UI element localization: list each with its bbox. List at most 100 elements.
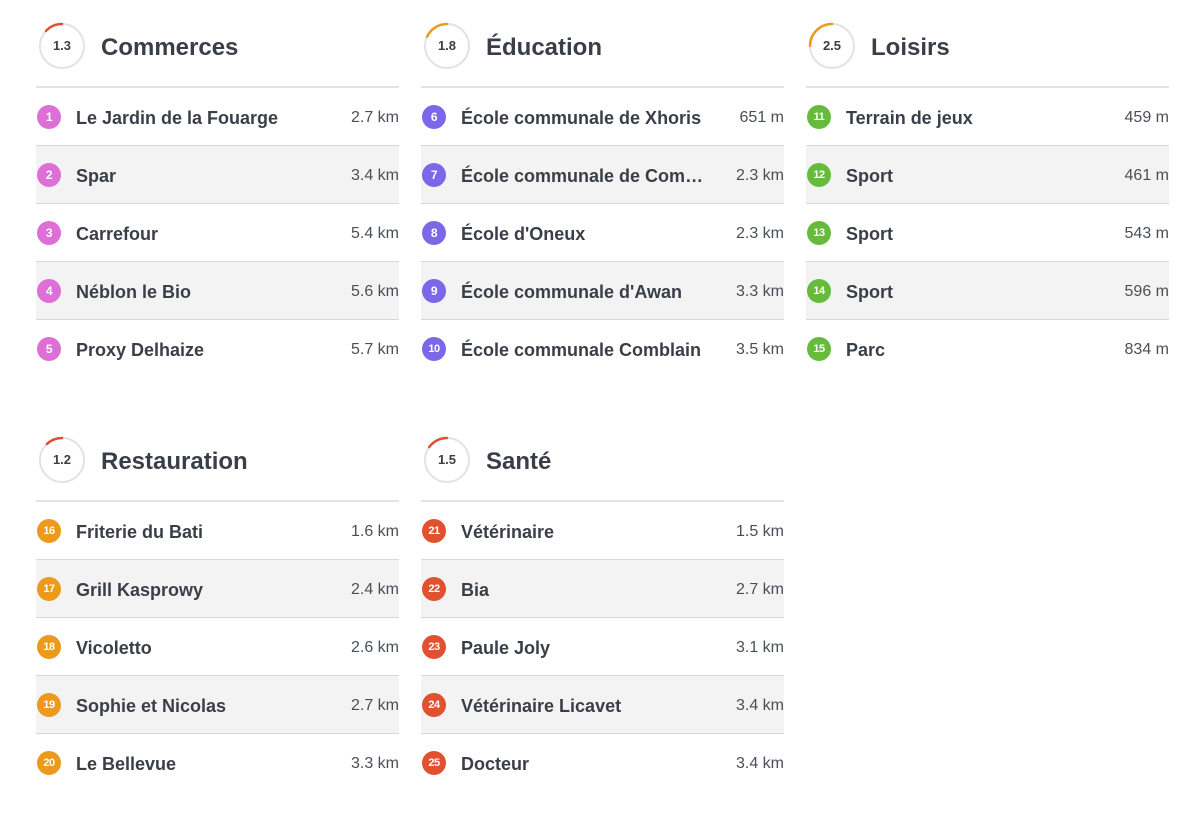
list-item[interactable]: 11 Terrain de jeux 459 m [806, 88, 1169, 146]
place-name: Vétérinaire Licavet [461, 696, 622, 716]
number-badge: 16 [37, 519, 61, 543]
list-item[interactable]: 15 Parc 834 m [806, 320, 1169, 378]
number-badge: 11 [807, 105, 831, 129]
number-badge: 2 [37, 163, 61, 187]
distance: 651 m [739, 109, 784, 126]
number-badge: 25 [422, 751, 446, 775]
distance: 3.4 km [735, 697, 784, 714]
place-list: 6 École communale de Xhoris 651 m 7 Écol… [421, 88, 784, 378]
score-ring-graphic [808, 22, 856, 70]
list-item[interactable]: 5 Proxy Delhaize 5.7 km [36, 320, 399, 378]
list-item[interactable]: 6 École communale de Xhoris 651 m [421, 88, 784, 146]
list-item[interactable]: 23 Paule Joly 3.1 km [421, 618, 784, 676]
score-ring-progress [808, 22, 856, 70]
distance: 3.3 km [350, 755, 399, 772]
distance: 3.4 km [735, 755, 784, 772]
list-item[interactable]: 1 Le Jardin de la Fouarge 2.7 km [36, 88, 399, 146]
list-item[interactable]: 25 Docteur 3.4 km [421, 734, 784, 792]
distance: 3.1 km [735, 639, 784, 656]
distance: 5.7 km [350, 341, 399, 358]
distance: 5.4 km [350, 225, 399, 242]
number-badge: 10 [422, 337, 446, 361]
score-ring: 1.5 [422, 435, 472, 485]
place-name: Sport [846, 282, 893, 302]
score-ring-graphic [423, 436, 471, 484]
section-header: 1.5 Santé [421, 414, 784, 502]
place-name: École d'Oneux [461, 224, 586, 244]
list-item[interactable]: 13 Sport 543 m [806, 204, 1169, 262]
number-badge: 23 [422, 635, 446, 659]
score-ring-graphic [38, 436, 86, 484]
list-item[interactable]: 21 Vétérinaire 1.5 km [421, 502, 784, 560]
list-item[interactable]: 17 Grill Kasprowy 2.4 km [36, 560, 399, 618]
list-item[interactable]: 7 École communale de Comblain-au-Pont 2.… [421, 146, 784, 204]
list-item[interactable]: 4 Néblon le Bio 5.6 km [36, 262, 399, 320]
place-name: Sport [846, 166, 893, 186]
list-item[interactable]: 22 Bia 2.7 km [421, 560, 784, 618]
section-commerces: 1.3 Commerces 1 Le Jardin de la Fouarge … [36, 0, 399, 378]
list-item[interactable]: 10 École communale Comblain 3.5 km [421, 320, 784, 378]
place-name: Grill Kasprowy [76, 580, 204, 600]
score-value: 1.2 [52, 452, 72, 467]
score-ring: 1.3 [37, 21, 87, 71]
list-item[interactable]: 8 École d'Oneux 2.3 km [421, 204, 784, 262]
score-ring-progress [423, 436, 471, 484]
list-item[interactable]: 2 Spar 3.4 km [36, 146, 399, 204]
distance: 2.3 km [735, 225, 784, 242]
distance: 5.6 km [350, 283, 399, 300]
list-item[interactable]: 24 Vétérinaire Licavet 3.4 km [421, 676, 784, 734]
section-header: 1.3 Commerces [36, 0, 399, 88]
place-name: Vétérinaire [461, 522, 555, 542]
distance: 2.4 km [350, 581, 399, 598]
place-name: École communale de Xhoris [461, 108, 702, 128]
distance: 596 m [1124, 283, 1169, 300]
place-list: 21 Vétérinaire 1.5 km 22 Bia 2.7 km 23 P… [421, 502, 784, 792]
list-item[interactable]: 12 Sport 461 m [806, 146, 1169, 204]
score-ring: 1.2 [37, 435, 87, 485]
list-item[interactable]: 19 Sophie et Nicolas 2.7 km [36, 676, 399, 734]
place-name: Sport [846, 224, 893, 244]
number-badge: 13 [807, 221, 831, 245]
distance: 3.4 km [350, 167, 399, 184]
place-name: Terrain de jeux [846, 108, 973, 128]
score-value: 1.5 [437, 452, 457, 467]
number-badge: 12 [807, 163, 831, 187]
list-item[interactable]: 14 Sport 596 m [806, 262, 1169, 320]
number-badge: 6 [422, 105, 446, 129]
score-value: 1.3 [52, 38, 72, 53]
number-badge: 19 [37, 693, 61, 717]
section-title: Santé [486, 448, 552, 475]
place-name: Friterie du Bati [76, 522, 204, 542]
distance: 1.6 km [350, 523, 399, 540]
section-header: 2.5 Loisirs [806, 0, 1169, 88]
number-badge: 24 [422, 693, 446, 717]
section-title: Commerces [101, 34, 239, 61]
number-badge: 18 [37, 635, 61, 659]
score-ring: 2.5 [807, 21, 857, 71]
place-list: 11 Terrain de jeux 459 m 12 Sport 461 m … [806, 88, 1169, 378]
section-header: 1.2 Restauration [36, 414, 399, 502]
place-name: École communale Comblain [461, 340, 702, 360]
section-restauration: 1.2 Restauration 16 Friterie du Bati 1.6… [36, 414, 399, 792]
place-name: Vicoletto [76, 638, 152, 658]
list-item[interactable]: 9 École communale d'Awan 3.3 km [421, 262, 784, 320]
number-badge: 9 [422, 279, 446, 303]
place-name: Paule Joly [461, 638, 551, 658]
list-item[interactable]: 20 Le Bellevue 3.3 km [36, 734, 399, 792]
section-title: Éducation [486, 34, 603, 61]
number-badge: 14 [807, 279, 831, 303]
list-item[interactable]: 16 Friterie du Bati 1.6 km [36, 502, 399, 560]
section-title: Restauration [101, 448, 248, 475]
distance: 2.7 km [350, 697, 399, 714]
place-name: École communale d'Awan [461, 282, 683, 302]
number-badge: 7 [422, 163, 446, 187]
number-badge: 5 [37, 337, 61, 361]
place-name: Le Bellevue [76, 754, 177, 774]
place-list: 16 Friterie du Bati 1.6 km 17 Grill Kasp… [36, 502, 399, 792]
list-item[interactable]: 18 Vicoletto 2.6 km [36, 618, 399, 676]
distance: 543 m [1124, 225, 1169, 242]
list-item[interactable]: 3 Carrefour 5.4 km [36, 204, 399, 262]
section-education: 1.8 Éducation 6 École communale de Xhori… [421, 0, 784, 378]
score-ring-graphic [423, 22, 471, 70]
place-name: Le Jardin de la Fouarge [76, 108, 279, 128]
